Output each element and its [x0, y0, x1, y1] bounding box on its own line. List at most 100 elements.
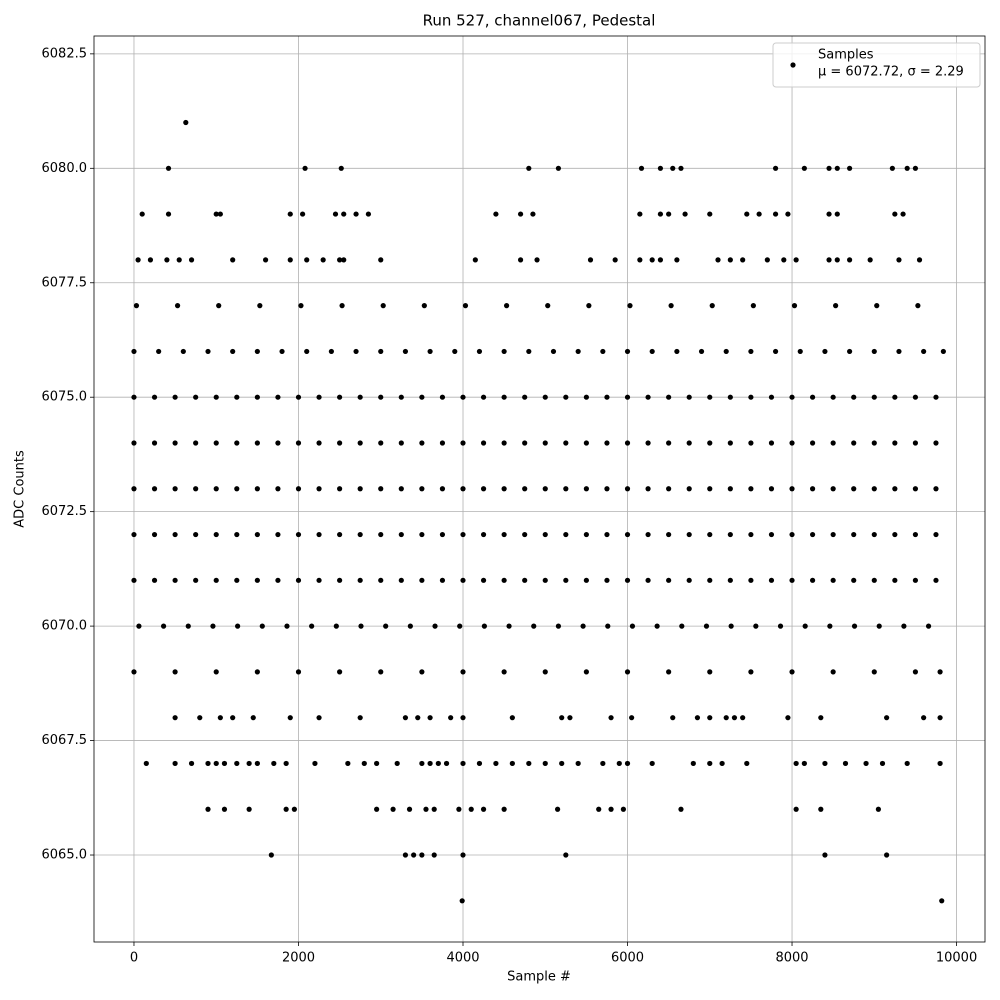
data-point — [666, 211, 672, 217]
data-point — [316, 486, 322, 492]
data-point — [847, 165, 853, 171]
data-point — [827, 623, 833, 629]
data-point — [407, 623, 413, 629]
data-point — [213, 531, 219, 538]
data-point — [554, 806, 561, 812]
data-point — [275, 577, 281, 583]
data-point — [645, 531, 651, 538]
data-point — [460, 852, 466, 858]
data-point — [542, 394, 548, 400]
data-point — [851, 394, 857, 400]
data-point — [670, 715, 676, 721]
data-point — [666, 669, 672, 675]
data-point — [337, 669, 343, 675]
data-point — [768, 440, 775, 446]
data-point — [612, 257, 618, 263]
data-point — [563, 394, 569, 400]
data-point — [939, 898, 945, 904]
data-point — [193, 531, 199, 538]
data-point — [542, 669, 548, 675]
data-point — [160, 623, 167, 629]
data-point — [542, 531, 548, 538]
data-point — [526, 165, 532, 171]
data-point — [753, 623, 759, 629]
data-point — [833, 303, 839, 309]
data-point — [666, 531, 672, 538]
data-point — [156, 348, 162, 355]
data-point — [357, 531, 363, 538]
data-point — [415, 715, 421, 721]
data-point — [287, 211, 293, 217]
y-axis-label: ADC Counts — [13, 450, 28, 528]
data-point — [900, 211, 906, 217]
data-point — [542, 486, 548, 492]
data-point — [575, 348, 581, 355]
data-point — [904, 760, 910, 767]
data-point — [432, 623, 438, 629]
data-point — [480, 394, 487, 400]
legend-box — [772, 42, 981, 88]
legend-label: Samples — [818, 48, 874, 63]
data-point — [727, 577, 733, 583]
data-point — [217, 715, 223, 721]
data-point — [768, 577, 775, 583]
data-point — [748, 669, 754, 675]
data-point — [133, 303, 140, 309]
data-point — [522, 440, 528, 446]
data-point — [419, 440, 425, 446]
data-point — [674, 257, 680, 263]
data-point — [604, 531, 610, 538]
data-point — [937, 669, 943, 675]
data-point — [402, 852, 409, 858]
data-point — [707, 669, 713, 675]
data-point — [559, 715, 565, 721]
data-point — [172, 669, 178, 675]
data-point — [921, 348, 927, 355]
data-point — [316, 577, 322, 583]
data-point — [378, 669, 384, 675]
data-point — [221, 760, 228, 767]
data-point — [197, 715, 203, 721]
data-point — [748, 394, 754, 400]
data-point — [904, 165, 910, 171]
data-point — [563, 486, 569, 492]
data-point — [624, 348, 631, 355]
data-point — [361, 760, 367, 767]
data-point — [481, 623, 487, 629]
data-point — [378, 394, 384, 400]
data-point — [892, 394, 898, 400]
data-point — [707, 394, 713, 400]
data-point — [333, 623, 339, 629]
data-point — [785, 211, 791, 217]
data-point — [246, 806, 252, 812]
data-point — [933, 531, 939, 538]
data-point — [151, 394, 158, 400]
data-point — [254, 760, 260, 767]
data-point — [740, 257, 746, 263]
data-point — [793, 806, 799, 812]
data-point — [295, 669, 302, 675]
data-point — [830, 577, 836, 583]
data-point — [493, 211, 499, 217]
data-point — [772, 211, 779, 217]
data-point — [851, 623, 858, 629]
data-point — [933, 486, 939, 492]
data-point — [353, 348, 359, 355]
data-point — [183, 119, 189, 126]
data-point — [789, 440, 795, 446]
data-point — [896, 257, 902, 263]
data-point — [501, 486, 507, 492]
data-point — [694, 715, 701, 721]
x-tick-label: 8000 — [775, 951, 808, 966]
data-point — [666, 440, 672, 446]
data-point — [188, 760, 195, 767]
y-tick-label: 6065.0 — [42, 848, 88, 863]
data-point — [131, 348, 137, 355]
data-point — [320, 257, 326, 263]
data-point — [332, 211, 339, 217]
data-point — [460, 669, 466, 675]
data-point — [213, 486, 219, 492]
data-point — [809, 531, 816, 538]
data-point — [213, 440, 219, 446]
data-point — [275, 486, 281, 492]
